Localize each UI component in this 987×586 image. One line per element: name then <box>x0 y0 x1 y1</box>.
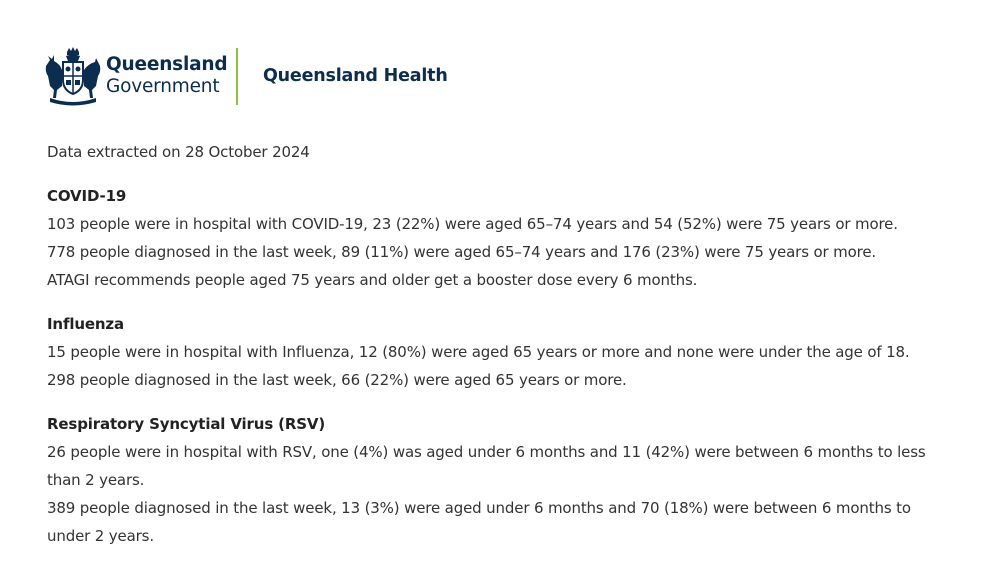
section-title: Influenza <box>47 315 124 333</box>
section-line: 389 people diagnosed in the last week, 1… <box>47 499 911 545</box>
section-line: ATAGI recommends people aged 75 years an… <box>47 271 698 289</box>
section-line: 778 people diagnosed in the last week, 8… <box>47 243 877 261</box>
section-line: 103 people were in hospital with COVID-1… <box>47 215 898 233</box>
logo-divider <box>236 48 238 105</box>
section-title: COVID-19 <box>47 187 127 205</box>
data-extracted-date: Data extracted on 28 October 2024 <box>47 143 310 161</box>
queensland-coat-of-arms-icon <box>45 47 101 106</box>
queensland-government-wordmark: Queensland Government <box>106 54 228 97</box>
agency-title: Queensland Health <box>263 66 448 86</box>
section-line: 15 people were in hospital with Influenz… <box>47 343 910 361</box>
section-line: 26 people were in hospital with RSV, one… <box>47 443 926 489</box>
org-name-line1: Queensland <box>106 54 228 75</box>
section-title: Respiratory Syncytial Virus (RSV) <box>47 415 326 433</box>
queensland-government-logo: Queensland Government <box>42 46 228 106</box>
main-content: Data extracted on 28 October 2024 COVID-… <box>47 138 957 566</box>
section-influenza: Influenza 15 people were in hospital wit… <box>47 310 957 394</box>
section-rsv: Respiratory Syncytial Virus (RSV) 26 peo… <box>47 410 957 550</box>
section-line: 298 people diagnosed in the last week, 6… <box>47 371 627 389</box>
section-covid-19: COVID-19 103 people were in hospital wit… <box>47 182 957 294</box>
org-name-line2: Government <box>106 75 220 97</box>
